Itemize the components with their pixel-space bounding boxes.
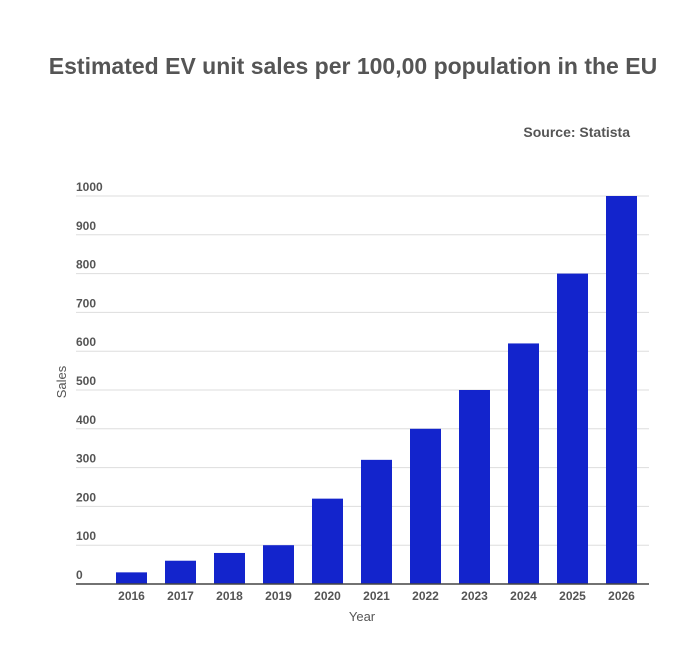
x-tick-label: 2016 [118,589,145,603]
bar-2016 [116,572,147,584]
y-tick-label: 500 [76,374,96,388]
bar-2021 [361,459,392,584]
y-tick-label: 1000 [76,180,103,194]
bar-2026 [606,196,637,584]
x-tick-label: 2023 [461,589,488,603]
chart-title: Estimated EV unit sales per 100,00 popul… [48,53,658,79]
y-tick-labels: 0 100 200 300 400 500 600 700 800 900 1000 [76,180,103,582]
bar-2020 [312,498,343,584]
x-tick-labels: 2016 2017 2018 2019 2020 2021 2022 2023 2024 2025… [118,589,635,603]
x-tick-label: 2024 [510,589,537,603]
x-tick-label: 2020 [314,589,341,603]
y-tick-label: 0 [76,568,83,582]
bar-2022 [410,428,441,584]
bar-2023 [459,390,490,584]
bar-2017 [165,560,196,584]
chart-source: Source: Statista [523,124,630,140]
bar-2019 [263,545,294,584]
x-tick-label: 2021 [363,589,390,603]
bar-2024 [508,343,539,584]
y-tick-label: 400 [76,413,96,427]
y-axis-label: Sales [54,365,69,398]
x-tick-label: 2022 [412,589,439,603]
y-tick-label: 600 [76,335,96,349]
y-tick-label: 300 [76,452,96,466]
x-tick-label: 2026 [608,589,635,603]
bar-2018 [214,552,245,584]
y-tick-label: 900 [76,219,96,233]
y-tick-label: 200 [76,490,96,504]
y-tick-label: 700 [76,296,96,310]
x-tick-label: 2017 [167,589,194,603]
x-axis-label: Year [349,609,376,624]
x-tick-label: 2019 [265,589,292,603]
y-tick-label: 100 [76,529,96,543]
bars [116,196,637,584]
x-tick-label: 2018 [216,589,243,603]
x-tick-label: 2025 [559,589,586,603]
y-tick-label: 800 [76,258,96,272]
bar-2025 [557,273,588,584]
